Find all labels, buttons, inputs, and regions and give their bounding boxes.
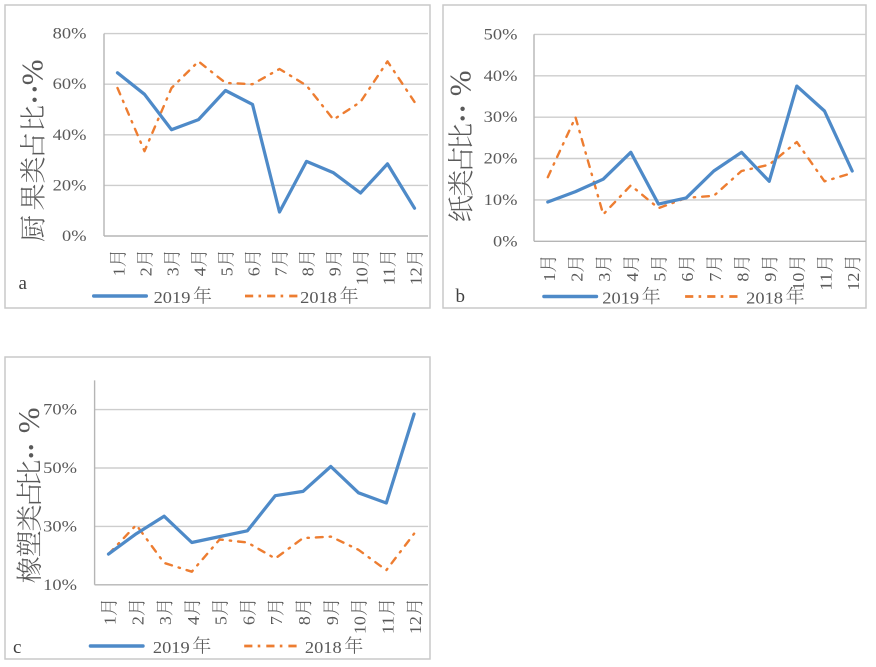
svg-text:80%: 80% (53, 26, 87, 43)
svg-text:%: % (443, 70, 478, 96)
svg-text:2019: 2019 (154, 288, 191, 307)
svg-text:12: 12 (407, 267, 426, 285)
svg-text:0%: 0% (493, 233, 518, 250)
svg-text:1: 1 (101, 616, 120, 625)
svg-text:3: 3 (156, 616, 175, 625)
svg-text:30%: 30% (484, 109, 518, 126)
svg-text:6: 6 (245, 267, 264, 276)
svg-text:10%: 10% (484, 192, 518, 209)
svg-text:a: a (19, 273, 28, 294)
svg-text:2018: 2018 (300, 288, 337, 307)
svg-text:11: 11 (378, 616, 397, 634)
svg-text:4: 4 (191, 267, 210, 277)
svg-text:%: % (11, 407, 46, 433)
svg-text:b: b (456, 286, 466, 307)
svg-text:5: 5 (651, 273, 670, 282)
svg-text:c: c (13, 637, 21, 658)
svg-text:8: 8 (734, 273, 753, 282)
svg-text:2: 2 (137, 267, 156, 276)
svg-text:3: 3 (595, 273, 614, 282)
svg-text:2018: 2018 (746, 289, 783, 308)
svg-text:2019: 2019 (602, 289, 639, 308)
svg-text:30%: 30% (43, 518, 77, 535)
svg-text:70%: 70% (43, 402, 77, 419)
svg-text:5: 5 (218, 267, 237, 276)
svg-text:2: 2 (128, 616, 147, 625)
svg-text:2: 2 (568, 273, 587, 282)
svg-text:60%: 60% (53, 76, 87, 93)
svg-text:9: 9 (326, 267, 345, 276)
svg-text:4: 4 (623, 272, 642, 282)
svg-text:5: 5 (212, 616, 231, 625)
svg-text:7: 7 (272, 267, 291, 277)
svg-text:7: 7 (706, 272, 725, 282)
svg-text:20%: 20% (484, 151, 518, 168)
svg-text:12: 12 (844, 273, 863, 291)
svg-text:11: 11 (817, 273, 836, 291)
svg-text:11: 11 (380, 267, 399, 285)
svg-text:6: 6 (678, 273, 697, 282)
svg-text:12: 12 (406, 616, 425, 634)
svg-text:40%: 40% (484, 68, 518, 85)
svg-text:4: 4 (184, 616, 203, 626)
svg-text:1: 1 (540, 273, 559, 282)
svg-text:50%: 50% (43, 460, 77, 477)
svg-text:0%: 0% (62, 228, 87, 245)
svg-text:1: 1 (110, 267, 129, 276)
svg-text:10: 10 (353, 267, 372, 285)
svg-text:10: 10 (789, 273, 808, 291)
svg-text:50%: 50% (484, 26, 518, 43)
svg-text:9: 9 (761, 273, 780, 282)
svg-text:%: % (15, 59, 50, 85)
svg-text:10: 10 (351, 616, 370, 634)
svg-text:7: 7 (267, 616, 286, 626)
svg-text:20%: 20% (53, 177, 87, 194)
svg-text:8: 8 (295, 616, 314, 625)
svg-text:2018: 2018 (305, 638, 342, 657)
svg-text:3: 3 (164, 267, 183, 276)
svg-text:40%: 40% (53, 127, 87, 144)
svg-text:2019: 2019 (153, 638, 190, 657)
svg-text:10%: 10% (43, 577, 77, 594)
svg-text:6: 6 (239, 616, 258, 625)
svg-text:9: 9 (323, 616, 342, 625)
svg-text:8: 8 (299, 267, 318, 276)
